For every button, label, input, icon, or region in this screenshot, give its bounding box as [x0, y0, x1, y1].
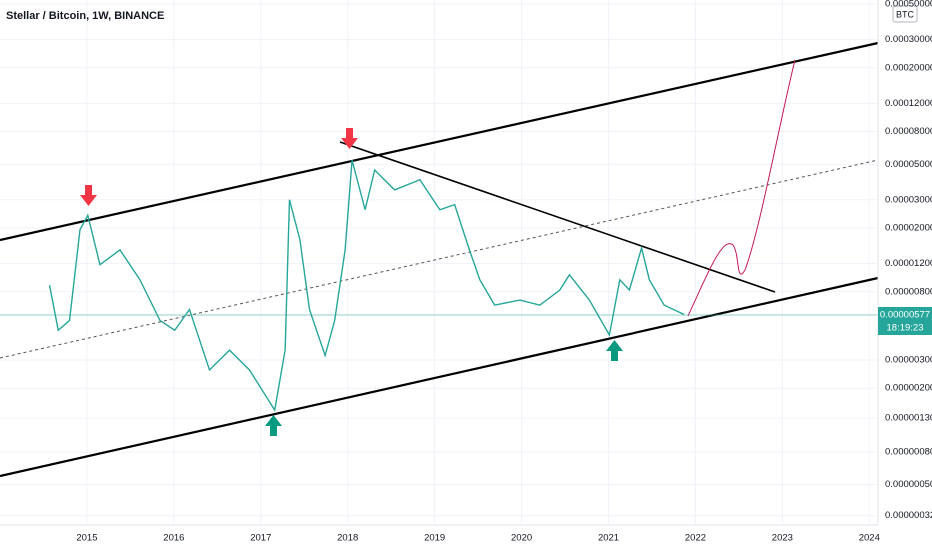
y-tick-label: 0.00003000	[885, 194, 932, 205]
countdown: 18:19:23	[887, 323, 924, 334]
channel-lower	[0, 276, 879, 478]
y-tick-label: 0.00012000	[885, 98, 932, 109]
y-tick-label: 0.00001200	[885, 258, 932, 269]
y-tick-label: 0.00000300	[885, 355, 932, 366]
channel-upper	[0, 41, 879, 242]
y-tick-label: 0.00000800	[885, 286, 932, 297]
x-tick-label: 2022	[685, 533, 706, 544]
x-tick-label: 2016	[163, 533, 184, 544]
projection	[687, 59, 796, 317]
x-tick-label: 2018	[337, 533, 358, 544]
y-tick-label: 0.00050000	[885, 0, 932, 10]
x-tick-label: 2020	[511, 533, 532, 544]
x-tick-label: 2019	[424, 533, 445, 544]
price-line	[48, 160, 685, 413]
chart-title: Stellar / Bitcoin, 1W, BINANCE	[6, 10, 164, 22]
y-tick-label: 0.00005000	[885, 159, 932, 170]
y-tick-label: 0.00000080	[885, 446, 932, 457]
trend-line	[339, 141, 776, 293]
currency: BTC	[896, 9, 915, 19]
y-tick-label: 0.00000130	[885, 413, 932, 424]
channel-mid	[0, 159, 879, 359]
arrows-down	[80, 128, 358, 206]
y-tick-label: 0.00000032	[885, 510, 932, 521]
y-tick-label: 0.00000050	[885, 479, 932, 490]
y-tick-label: 0.00030000	[885, 34, 932, 45]
y-tick-label: 0.00000200	[885, 383, 932, 394]
x-tick-label: 2017	[250, 533, 271, 544]
x-tick-label: 2024	[859, 533, 880, 544]
x-tick-label: 2021	[598, 533, 619, 544]
y-tick-label: 0.00020000	[885, 62, 932, 73]
arrows-up	[265, 340, 623, 436]
price-tag	[878, 307, 932, 335]
y-tick-label: 0.00002000	[885, 223, 932, 234]
last-price: 0.00000577	[880, 310, 930, 321]
x-tick-label: 2015	[76, 533, 97, 544]
x-tick-label: 2023	[772, 533, 793, 544]
y-tick-label: 0.00008000	[885, 126, 932, 137]
currency-box	[892, 5, 918, 23]
